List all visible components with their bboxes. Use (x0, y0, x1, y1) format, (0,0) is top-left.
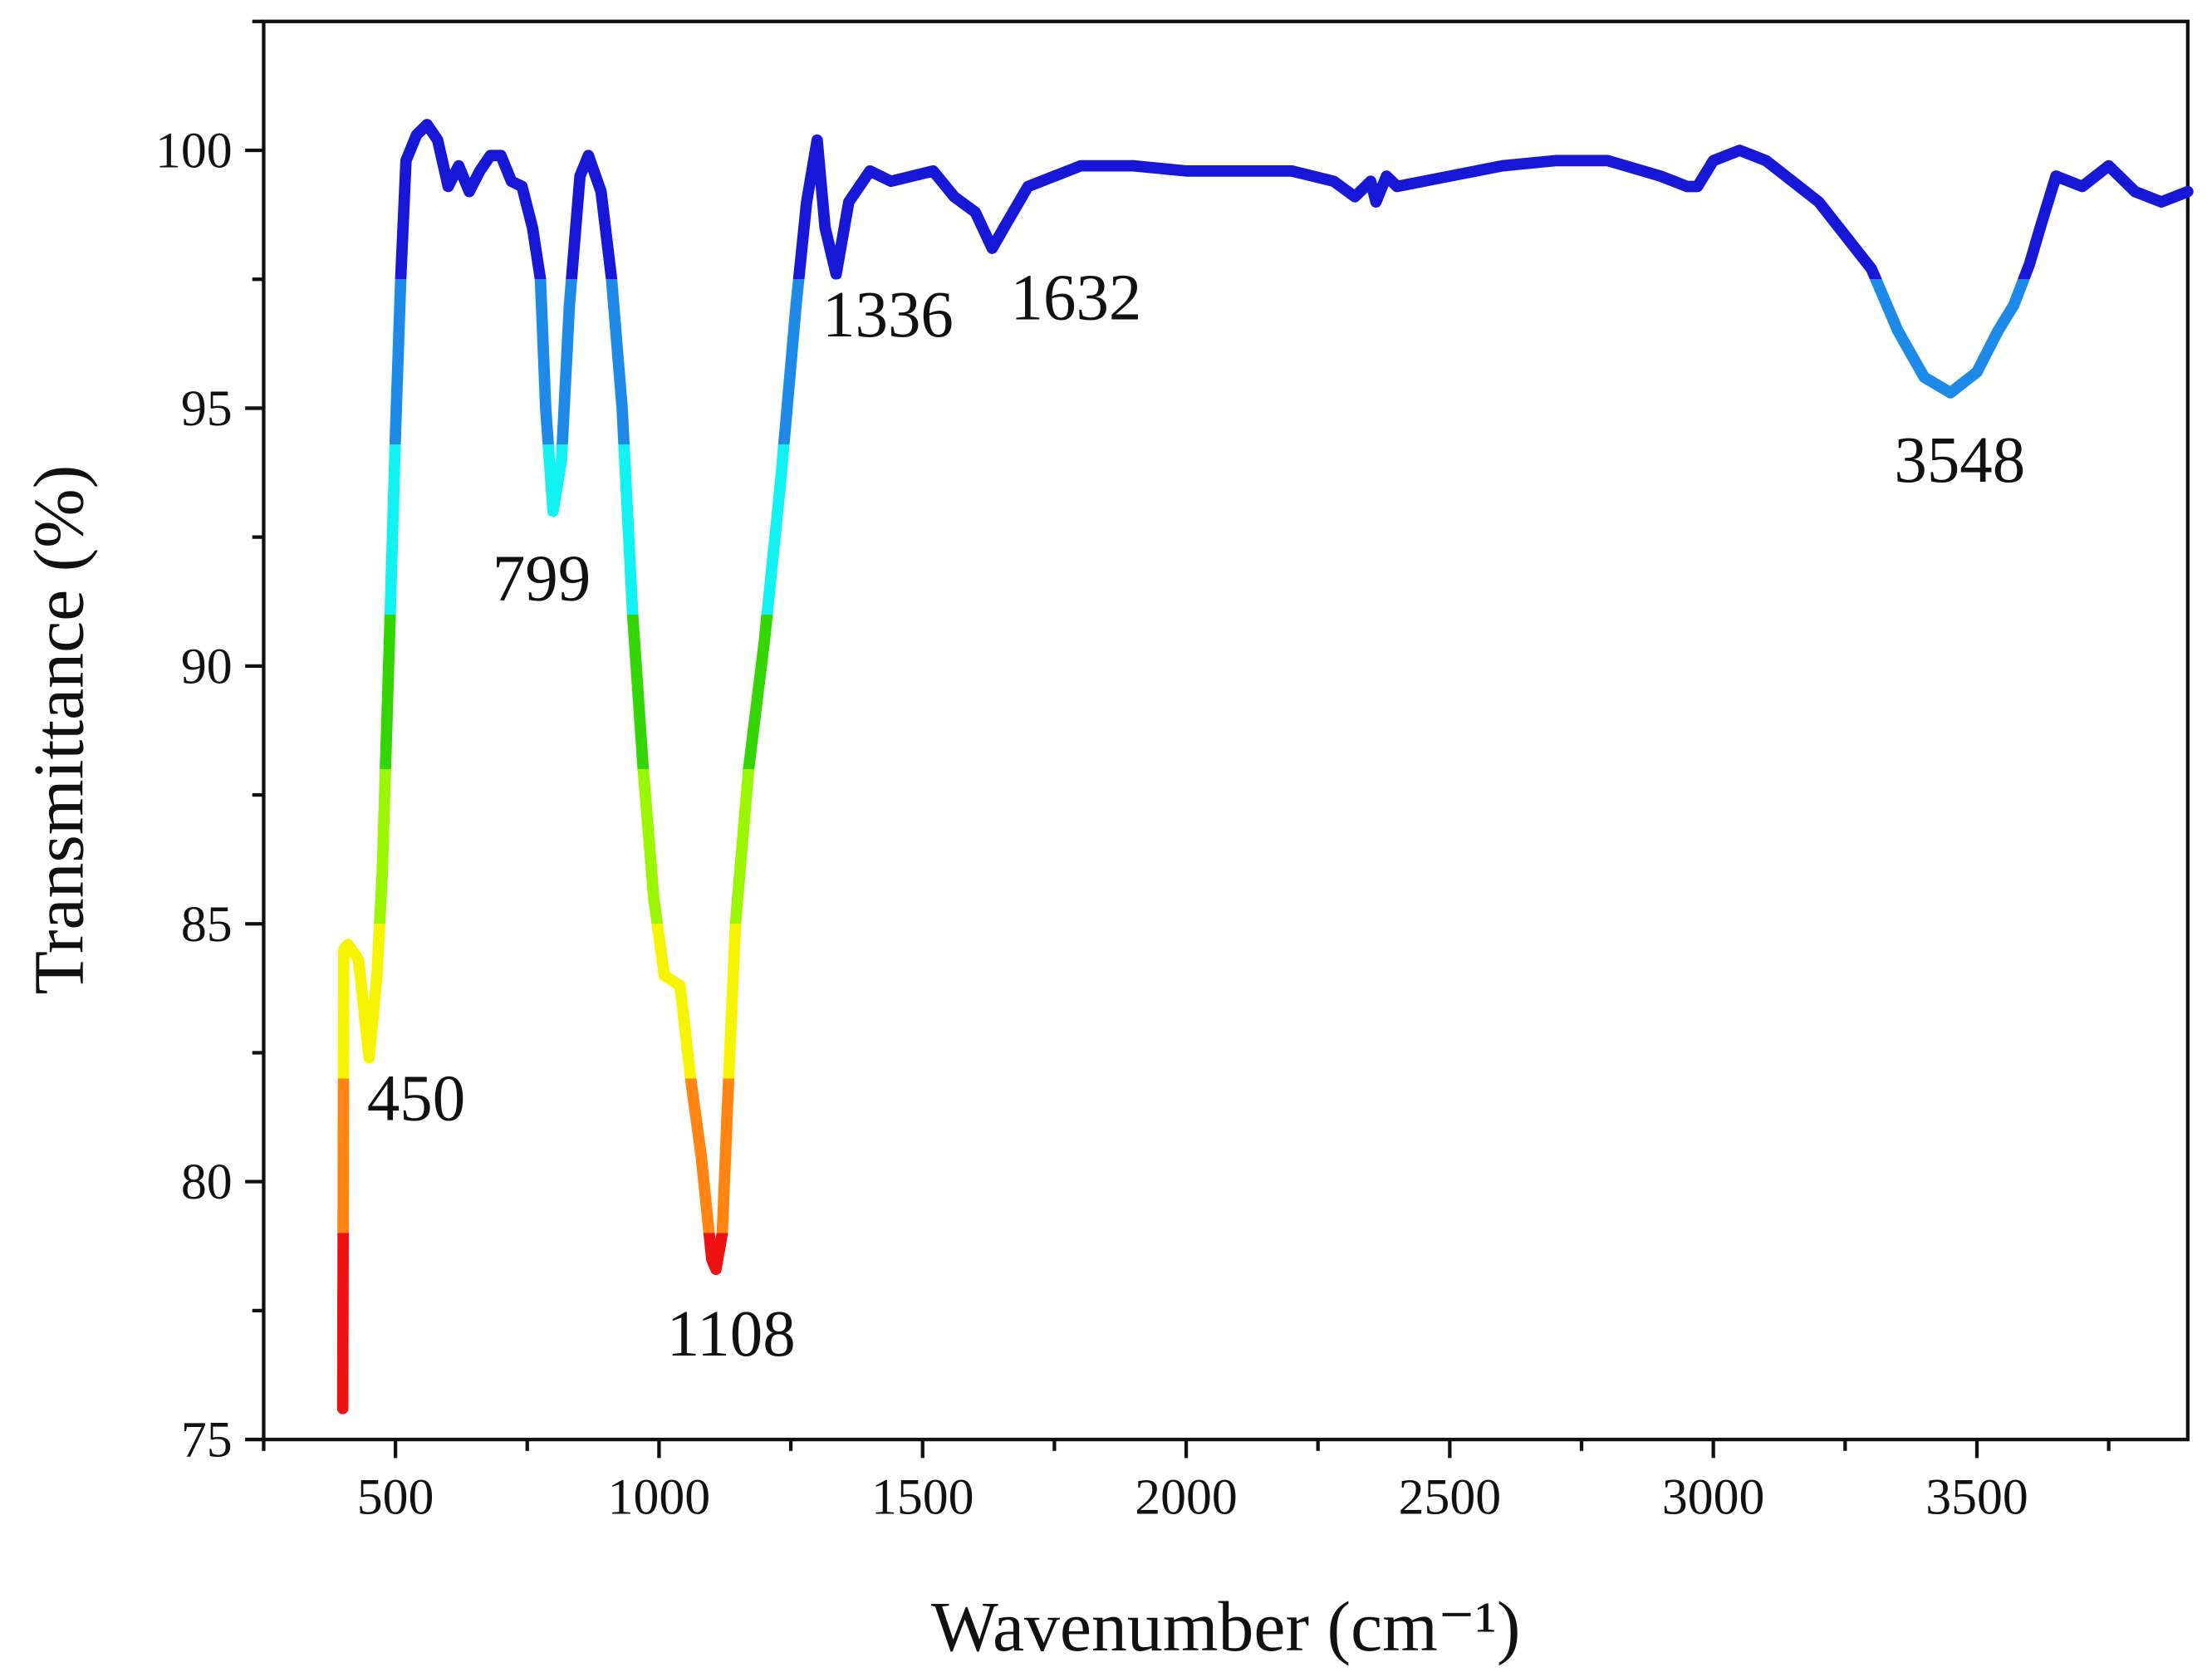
y-tick-label: 100 (155, 123, 233, 179)
peak-label: 1336 (822, 279, 954, 351)
x-axis-title: Wavenumber (cm⁻¹) (931, 1587, 1521, 1666)
y-tick-label: 90 (181, 638, 233, 694)
y-tick-label: 75 (181, 1412, 233, 1469)
y-tick-label: 85 (181, 896, 233, 953)
y-axis-title: Transmittance (%) (20, 465, 99, 995)
peak-label: 450 (367, 1063, 465, 1135)
peak-label: 1632 (1011, 262, 1142, 334)
x-tick-label: 2500 (1399, 1469, 1502, 1525)
x-tick-label: 500 (357, 1469, 434, 1525)
peak-label: 799 (493, 542, 591, 615)
x-tick-label: 3000 (1662, 1469, 1765, 1525)
plot-frame (262, 19, 2190, 1442)
peak-label: 1108 (667, 1298, 796, 1371)
x-tick-label: 3500 (1925, 1469, 2028, 1525)
x-tick-label: 1500 (871, 1469, 974, 1525)
spectrum-line (336, 119, 2194, 1415)
x-tick-label: 1000 (608, 1469, 711, 1525)
y-tick-label: 95 (181, 380, 233, 437)
peak-label: 3548 (1894, 424, 2025, 497)
x-tick-label: 2000 (1135, 1469, 1238, 1525)
y-tick-label: 80 (181, 1154, 233, 1210)
